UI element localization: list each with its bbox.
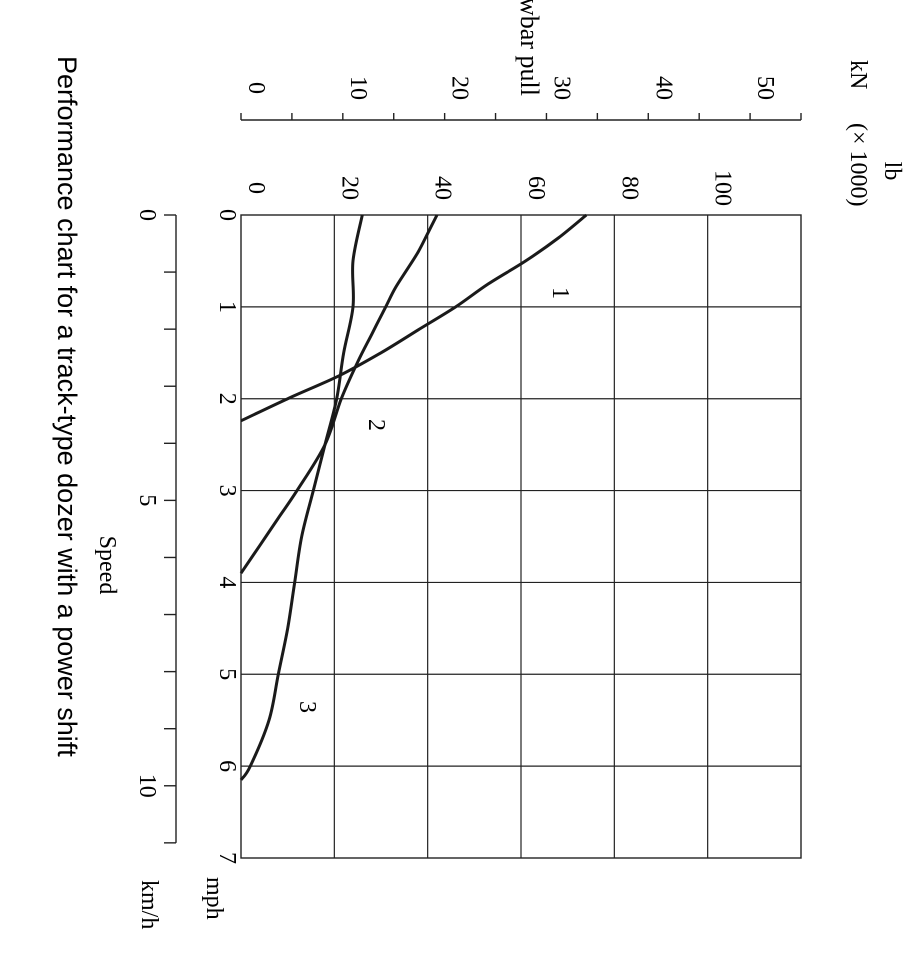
y-axis-title: Drawbar pull	[515, 0, 544, 96]
tick-label-mph: 5	[214, 668, 240, 680]
tick-label-lb: 20	[336, 176, 362, 200]
tick-label-lb: 100	[710, 170, 736, 206]
tick-label-kN: 0	[243, 82, 269, 94]
tick-label-kmh: 0	[134, 209, 160, 221]
tick-label-mph: 3	[214, 485, 240, 497]
series-label-3: 3	[294, 701, 320, 713]
tick-label-kN: 20	[447, 76, 473, 100]
tick-label-kmh: 10	[134, 774, 160, 798]
series-curve-3	[239, 214, 364, 781]
tick-label-kN: 30	[548, 76, 574, 100]
tick-label-lb: 0	[243, 182, 269, 194]
tick-label-lb: 80	[616, 176, 642, 200]
y-unit-kN: kN	[845, 60, 871, 89]
tick-label-lb: 60	[523, 176, 549, 200]
tick-label-kN: 50	[752, 76, 778, 100]
tick-label-mph: 2	[214, 393, 240, 405]
chart-caption: Performance chart for a track-type dozer…	[52, 56, 82, 757]
tick-label-lb: 40	[430, 176, 456, 200]
tick-label-mph: 0	[214, 209, 240, 221]
x-unit-mph: mph	[201, 877, 227, 920]
chart-curves	[239, 213, 588, 781]
tick-label-mph: 4	[214, 576, 240, 588]
tick-label-kmh: 5	[134, 494, 160, 506]
series-label-2: 2	[363, 419, 389, 431]
tick-label-kN: 40	[650, 76, 676, 100]
x-unit-kmh: km/h	[136, 880, 162, 929]
series-label-1: 1	[547, 287, 573, 299]
tick-label-kN: 10	[345, 76, 371, 100]
series-curve-2	[239, 214, 439, 575]
series-curve-1	[240, 213, 588, 423]
y-unit-multiplier: (× 1000)	[845, 123, 871, 207]
tick-label-mph: 7	[214, 852, 240, 864]
rotated-chart-text: 0 1 2 3 4 5 6 7 0 20 40 60 80 100 0 10 20 30 40 50 0 5 10 Draw…	[52, 0, 905, 929]
chart-grid	[240, 214, 802, 859]
tick-label-mph: 1	[214, 301, 240, 313]
x-axis-title: Speed	[94, 536, 120, 595]
y-unit-lb: lb	[879, 162, 905, 181]
tick-label-mph: 6	[214, 760, 240, 772]
